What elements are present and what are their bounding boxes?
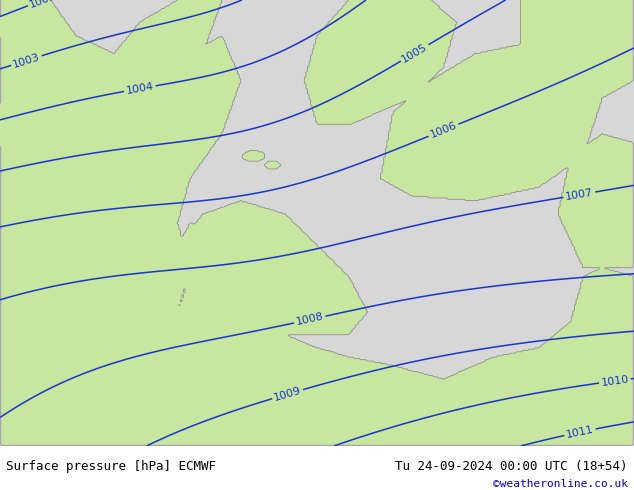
Text: ©weatheronline.co.uk: ©weatheronline.co.uk [493, 479, 628, 489]
Text: 1008: 1008 [295, 312, 325, 327]
Text: 1011: 1011 [566, 424, 595, 440]
Text: 1004: 1004 [125, 81, 155, 96]
Text: 1006: 1006 [429, 121, 458, 140]
Text: 1002: 1002 [28, 0, 58, 10]
Text: Surface pressure [hPa] ECMWF: Surface pressure [hPa] ECMWF [6, 460, 216, 473]
Text: 1009: 1009 [273, 385, 302, 403]
Text: 1005: 1005 [400, 42, 429, 64]
Text: 1003: 1003 [11, 51, 41, 70]
Text: 1007: 1007 [564, 187, 594, 202]
Text: Tu 24-09-2024 00:00 UTC (18+54): Tu 24-09-2024 00:00 UTC (18+54) [395, 460, 628, 473]
Text: 1010: 1010 [600, 374, 630, 388]
